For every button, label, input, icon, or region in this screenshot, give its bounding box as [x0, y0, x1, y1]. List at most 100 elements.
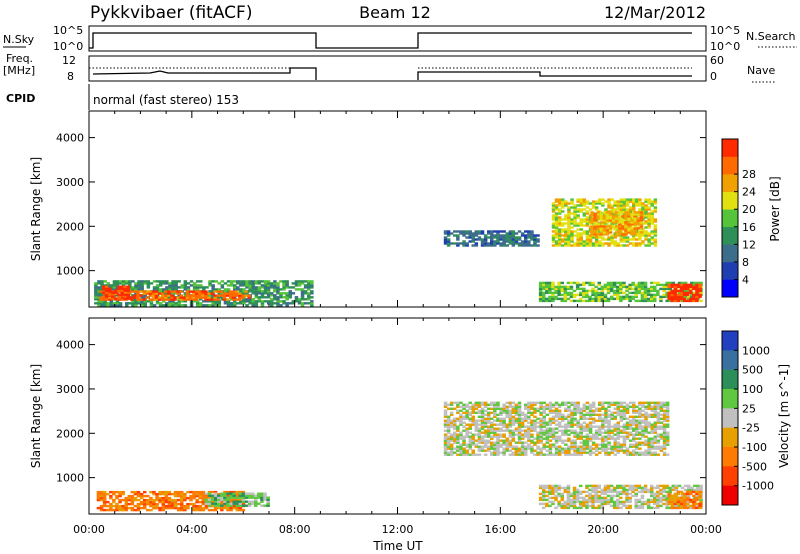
heatmap-cell [640, 291, 645, 295]
heatmap-cell [539, 421, 543, 424]
heatmap-cell [647, 214, 651, 217]
colorbar-segment [722, 244, 738, 263]
heatmap-cell [164, 496, 169, 500]
heatmap-cell [468, 405, 472, 408]
heatmap-cell [496, 429, 500, 432]
heatmap-cell [653, 218, 658, 221]
heatmap-cell [662, 425, 667, 428]
heatmap-cell [520, 232, 525, 235]
heatmap-cell [134, 292, 138, 295]
heatmap-cell [665, 439, 670, 442]
heatmap-cell [616, 413, 620, 416]
heatmap-cell [496, 445, 500, 448]
heatmap-cell [628, 285, 632, 289]
heatmap-cell [650, 210, 654, 213]
heatmap-cell [601, 449, 605, 452]
heatmap-cell [656, 405, 661, 408]
heatmap-cell [233, 300, 237, 303]
heatmap-cell [622, 427, 627, 430]
heatmap-cell [616, 445, 620, 448]
heatmap-cell [699, 291, 703, 295]
heatmap-cell [115, 300, 120, 303]
heatmap-cell [99, 298, 103, 301]
heatmap-cell [453, 421, 457, 424]
heatmap-cell [143, 300, 147, 303]
heatmap-cell [242, 290, 246, 293]
heatmap-cell [554, 214, 559, 217]
heatmap-cell [520, 443, 525, 446]
heatmap-cell [598, 425, 602, 428]
heatmap-cell [619, 500, 623, 504]
heatmap-cell [609, 500, 614, 504]
heatmap-cell [567, 208, 571, 211]
heatmap-cell [598, 202, 602, 205]
heatmap-cell [582, 293, 586, 297]
heatmap-cell [582, 202, 587, 205]
heatmap-cell [594, 289, 598, 293]
heatmap-cell [557, 210, 562, 213]
heatmap-cell [665, 435, 670, 438]
heatmap-cell [567, 433, 571, 436]
heatmap-cell [647, 226, 651, 229]
heatmap-cell [124, 508, 128, 512]
heatmap-cell [465, 423, 469, 426]
heatmap-cell [229, 302, 234, 305]
heatmap-cell [149, 500, 153, 504]
heatmap-cell [530, 423, 534, 426]
heatmap-cell [152, 500, 156, 504]
heatmap-cell [477, 453, 482, 456]
heatmap-cell [677, 281, 682, 285]
heatmap-cell [508, 443, 513, 446]
heatmap-cell [217, 300, 221, 303]
heatmap-cell [103, 302, 107, 305]
heatmap-cell [477, 409, 482, 412]
heatmap-cell [682, 494, 687, 498]
heatmap-cell [487, 403, 491, 406]
heatmap-cell [100, 284, 104, 287]
heatmap-cell [204, 494, 209, 498]
heatmap-cell [667, 295, 671, 299]
heatmap-cell [134, 298, 138, 301]
heatmap-cell [641, 419, 645, 422]
heatmap-cell [189, 284, 194, 287]
heatmap-cell [576, 198, 580, 201]
heatmap-cell [557, 421, 562, 424]
heatmap-cell [493, 230, 497, 233]
heatmap-cell [573, 449, 577, 452]
heatmap-cell [650, 204, 654, 207]
heatmap-cell [610, 425, 614, 428]
heatmap-cell [152, 506, 156, 510]
heatmap-cell [640, 299, 645, 303]
heatmap-cell [536, 433, 540, 436]
heatmap-cell [462, 234, 466, 237]
heatmap-cell [276, 296, 280, 299]
heatmap-cell [542, 411, 546, 414]
heatmap-cell [192, 490, 196, 494]
heatmap-cell [551, 287, 555, 291]
heatmap-cell [628, 206, 633, 209]
heatmap-cell [593, 227, 597, 230]
heatmap-cell [638, 447, 642, 450]
heatmap-cell [588, 417, 593, 420]
heatmap-cell [594, 429, 599, 432]
heatmap-cell [594, 285, 598, 289]
heatmap-cell [591, 447, 596, 450]
heatmap-cell [616, 437, 620, 440]
heatmap-cell [449, 411, 454, 414]
heatmap-cell [446, 445, 451, 448]
heatmap-cell [585, 429, 590, 432]
colorbar-segment [722, 389, 738, 409]
heatmap-cell [575, 500, 580, 504]
heatmap-cell [257, 502, 261, 505]
heatmap-cell [640, 506, 645, 510]
heatmap-cell [465, 409, 469, 412]
heatmap-cell [536, 421, 540, 424]
heatmap-cell [165, 292, 169, 295]
heatmap-cell [641, 234, 645, 237]
heatmap-cell [582, 498, 586, 502]
heatmap-cell [616, 285, 620, 289]
heatmap-cell [471, 411, 475, 414]
heatmap-cell [640, 287, 645, 291]
heatmap-cell [462, 449, 466, 452]
heatmap-cell [533, 411, 537, 414]
